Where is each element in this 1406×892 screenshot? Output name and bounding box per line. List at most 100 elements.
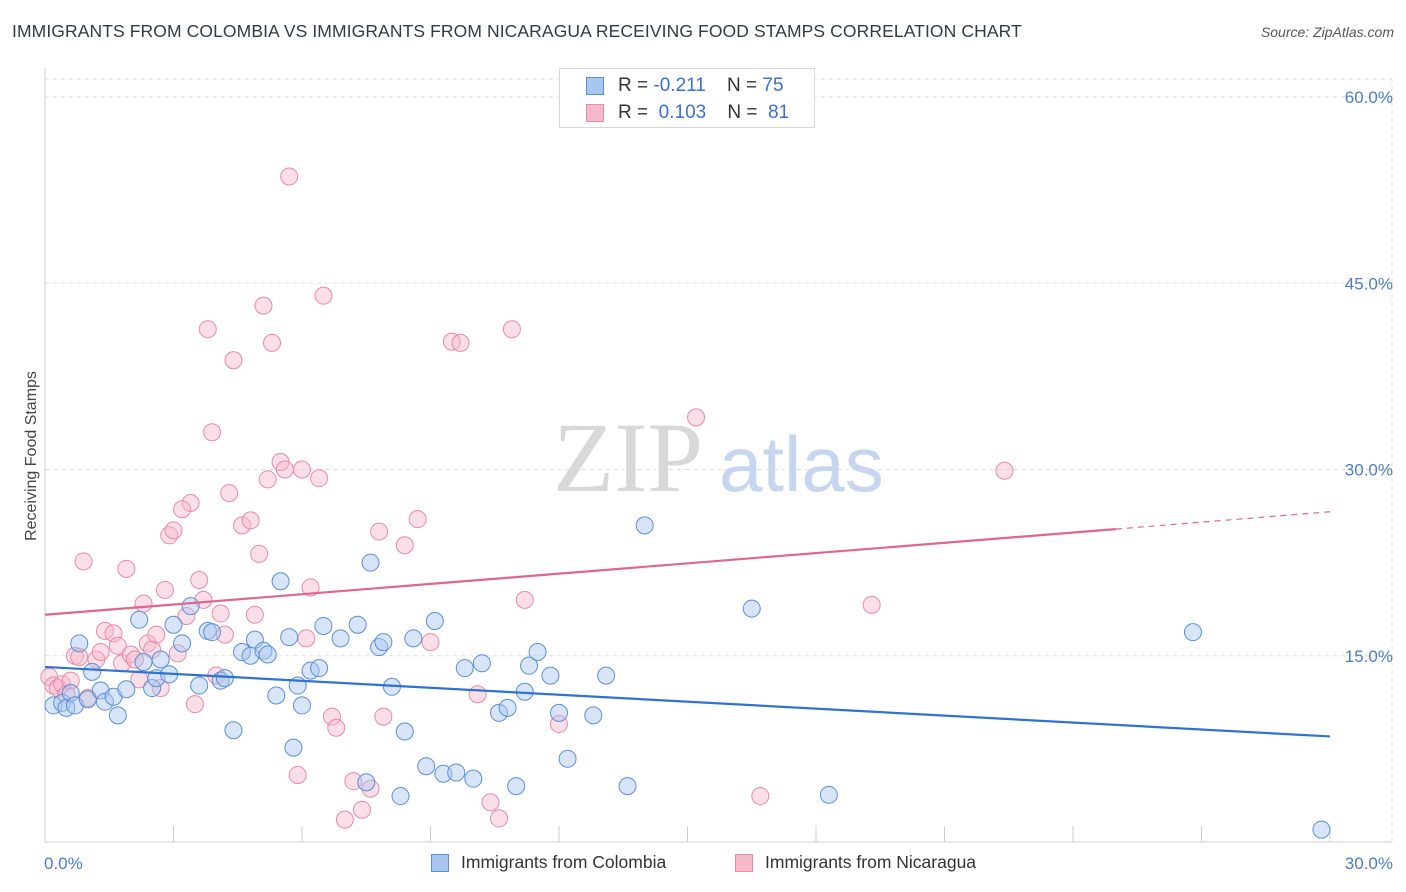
r-label: R = bbox=[618, 75, 649, 96]
r-label: R = bbox=[618, 102, 649, 123]
data-point-colombia bbox=[635, 516, 654, 535]
axes bbox=[44, 68, 1392, 843]
series-nicaragua-points bbox=[40, 167, 1014, 829]
data-point-nicaragua bbox=[224, 351, 243, 370]
data-point-nicaragua bbox=[335, 810, 354, 829]
watermark: ZIP atlas bbox=[553, 402, 884, 513]
data-point-nicaragua bbox=[451, 333, 470, 352]
data-point-nicaragua bbox=[293, 460, 311, 479]
data-point-colombia bbox=[464, 769, 483, 788]
data-point-colombia bbox=[331, 629, 350, 648]
stats-legend: R = -0.211 N = 75 R = 0.103 N = 81 bbox=[559, 68, 815, 128]
data-point-nicaragua bbox=[275, 460, 294, 479]
data-point-nicaragua bbox=[241, 511, 260, 530]
data-point-colombia bbox=[224, 721, 243, 740]
data-point-nicaragua bbox=[190, 571, 209, 590]
data-point-colombia bbox=[558, 749, 577, 768]
n-value: 75 bbox=[762, 75, 784, 96]
data-point-nicaragua bbox=[245, 605, 264, 624]
data-point-nicaragua bbox=[490, 809, 509, 828]
data-point-colombia bbox=[498, 698, 517, 717]
y-tick-label: 45.0% bbox=[1345, 274, 1393, 293]
data-point-colombia bbox=[404, 629, 423, 648]
data-point-colombia bbox=[190, 676, 209, 695]
data-point-colombia bbox=[173, 634, 192, 653]
data-point-colombia bbox=[550, 703, 568, 722]
data-point-nicaragua bbox=[108, 636, 127, 655]
data-point-nicaragua bbox=[233, 516, 252, 535]
data-point-colombia bbox=[314, 616, 333, 635]
data-point-colombia bbox=[83, 662, 102, 681]
data-point-colombia bbox=[164, 615, 183, 634]
data-point-nicaragua bbox=[515, 590, 534, 609]
colombia-swatch bbox=[431, 854, 449, 872]
data-point-nicaragua bbox=[310, 469, 329, 488]
data-point-colombia bbox=[618, 777, 637, 796]
data-point-colombia bbox=[293, 696, 311, 715]
data-point-colombia bbox=[455, 659, 474, 678]
y-tick-label: 60.0% bbox=[1345, 88, 1393, 107]
nicaragua-swatch bbox=[735, 854, 753, 872]
data-point-colombia bbox=[507, 777, 526, 796]
data-point-nicaragua bbox=[203, 423, 222, 442]
data-point-nicaragua bbox=[995, 461, 1014, 480]
data-point-colombia bbox=[215, 669, 234, 688]
data-point-nicaragua bbox=[314, 286, 333, 305]
data-point-nicaragua bbox=[344, 772, 363, 791]
trend-line-nicaragua-extension bbox=[1115, 511, 1331, 530]
trend-line-nicaragua bbox=[44, 528, 1116, 616]
data-point-nicaragua bbox=[408, 510, 427, 529]
data-point-colombia bbox=[472, 654, 491, 673]
data-point-nicaragua bbox=[211, 604, 230, 623]
data-point-nicaragua bbox=[168, 644, 187, 663]
data-point-nicaragua bbox=[301, 578, 320, 597]
data-point-nicaragua bbox=[862, 595, 881, 614]
data-point-nicaragua bbox=[421, 633, 440, 652]
data-point-nicaragua bbox=[250, 544, 269, 563]
grid-lines bbox=[45, 78, 1393, 842]
n-label: N = bbox=[726, 75, 758, 96]
data-point-nicaragua bbox=[322, 707, 341, 726]
data-point-nicaragua bbox=[352, 800, 371, 819]
data-point-colombia bbox=[284, 738, 303, 757]
data-point-nicaragua bbox=[327, 718, 346, 737]
data-point-nicaragua bbox=[258, 470, 277, 489]
data-point-colombia bbox=[528, 643, 547, 662]
data-point-nicaragua bbox=[164, 521, 183, 540]
data-point-nicaragua bbox=[502, 320, 521, 339]
data-point-nicaragua bbox=[173, 500, 192, 519]
data-point-nicaragua bbox=[177, 607, 196, 626]
source-credit: Source: ZipAtlas.com bbox=[1260, 24, 1394, 40]
data-point-nicaragua bbox=[220, 484, 239, 503]
chart-title: IMMIGRANTS FROM COLOMBIA VS IMMIGRANTS F… bbox=[12, 21, 1022, 41]
data-point-nicaragua bbox=[297, 629, 316, 648]
legend-label-nicaragua: Immigrants from Nicaragua bbox=[765, 852, 977, 872]
data-point-colombia bbox=[258, 645, 277, 664]
data-point-colombia bbox=[280, 628, 299, 647]
y-tick-label: 30.0% bbox=[1345, 461, 1393, 480]
n-label: N = bbox=[727, 102, 758, 123]
data-point-nicaragua bbox=[687, 408, 706, 427]
legend-label-colombia: Immigrants from Colombia bbox=[461, 852, 667, 872]
trend-line-colombia bbox=[44, 665, 1331, 738]
r-value: 0.103 bbox=[658, 102, 707, 123]
data-point-colombia bbox=[181, 597, 200, 616]
data-point-colombia bbox=[391, 787, 410, 806]
data-point-colombia bbox=[233, 643, 252, 662]
data-point-colombia bbox=[134, 652, 153, 671]
data-point-colombia bbox=[348, 615, 367, 634]
trend-lines bbox=[44, 511, 1331, 738]
n-value: 81 bbox=[768, 102, 790, 123]
data-point-colombia bbox=[357, 773, 376, 792]
data-point-colombia bbox=[203, 623, 222, 642]
data-point-colombia bbox=[151, 650, 170, 669]
y-tick-label: 15.0% bbox=[1345, 647, 1393, 666]
data-point-colombia bbox=[130, 610, 149, 629]
series-colombia-points bbox=[44, 516, 1331, 839]
data-point-colombia bbox=[597, 666, 616, 685]
data-point-nicaragua bbox=[117, 559, 136, 578]
data-point-colombia bbox=[1312, 820, 1331, 839]
data-point-colombia bbox=[267, 686, 286, 705]
data-point-nicaragua bbox=[155, 580, 174, 599]
